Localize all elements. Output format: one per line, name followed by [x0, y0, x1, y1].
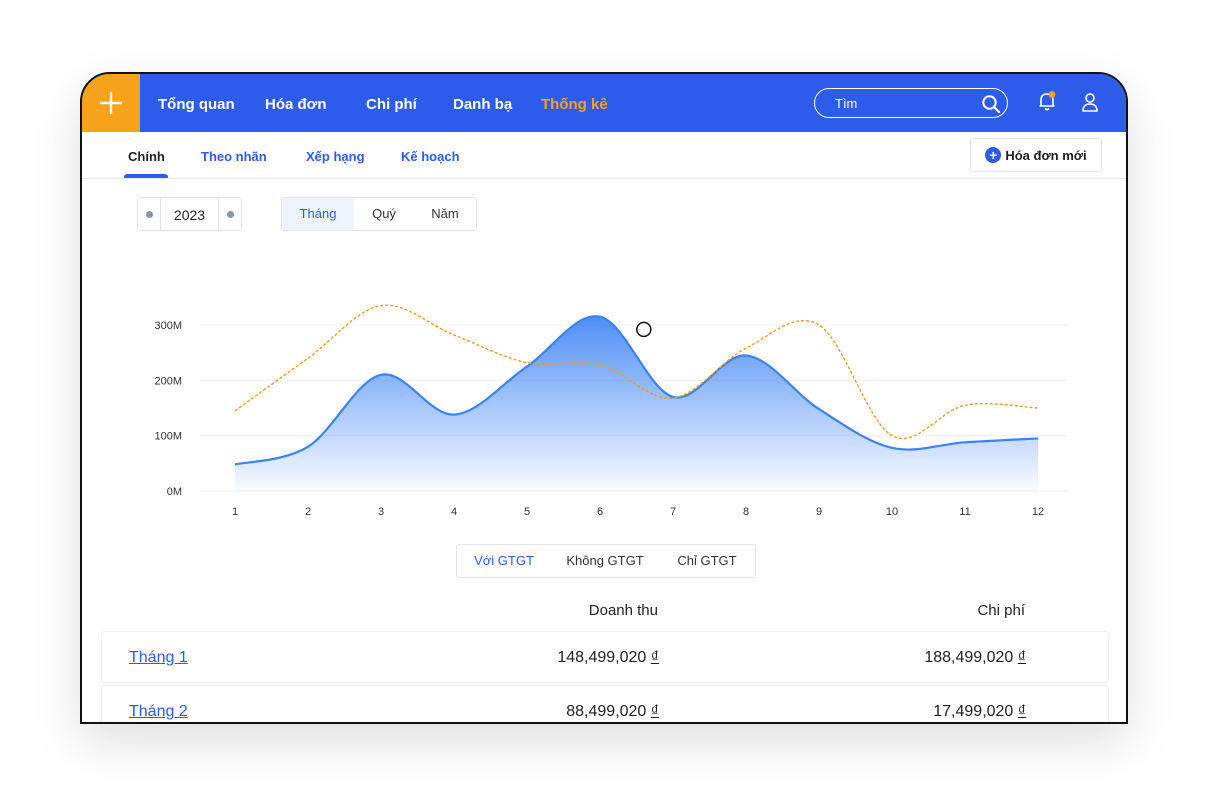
nav-item-contacts[interactable]: Danh bạ [453, 96, 513, 113]
user-icon[interactable] [1080, 91, 1100, 113]
vat-with-button[interactable]: Với GTGT [474, 553, 534, 568]
x-tick-label: 7 [670, 506, 676, 518]
x-tick-label: 12 [1032, 506, 1044, 518]
search-input[interactable] [835, 95, 975, 111]
nav-item-invoices[interactable]: Hóa đơn [265, 96, 327, 113]
x-tick-label: 10 [886, 506, 898, 518]
month-link[interactable]: Tháng 1 [129, 649, 188, 666]
previous-icon [145, 210, 153, 218]
table-row: Tháng 1 148,499,020 ₫ 188,499,020 ₫ [101, 631, 1109, 683]
x-tick-label: 6 [597, 506, 603, 518]
next-year-button[interactable] [218, 198, 241, 230]
plus-icon [99, 91, 123, 115]
x-tick-label: 3 [378, 506, 384, 518]
vat-only-button[interactable]: Chỉ GTGT [677, 553, 737, 568]
table-row: Tháng 2 88,499,020 ₫ 17,499,020 ₫ [101, 685, 1109, 722]
revenue-value: 148,499,020 ₫ [557, 649, 659, 666]
x-tick-label: 5 [524, 506, 530, 518]
highlight-marker [636, 321, 652, 338]
search-icon[interactable] [981, 94, 1001, 114]
tab-ranking[interactable]: Xếp hạng [306, 149, 365, 164]
series-area [235, 316, 1038, 491]
x-tick-label: 4 [451, 506, 457, 518]
period-year-button[interactable]: Năm [431, 206, 459, 221]
sub-nav-bar: Chính Theo nhãn Xếp hạng Kế hoạch + Hóa … [82, 132, 1126, 179]
active-tab-indicator [124, 174, 168, 178]
tab-main[interactable]: Chính [128, 149, 165, 164]
new-invoice-label: Hóa đơn mới [1005, 147, 1087, 163]
nav-item-overview[interactable]: Tổng quan [158, 96, 235, 113]
bell-icon[interactable] [1036, 90, 1058, 112]
period-month-button[interactable]: Tháng [282, 198, 354, 230]
y-tick-label: 300M [154, 320, 182, 332]
series-line [234, 315, 1039, 466]
previous-year-button[interactable] [138, 198, 161, 230]
vat-without-button[interactable]: Không GTGT [566, 553, 644, 568]
y-tick-label: 100M [154, 431, 182, 443]
month-link[interactable]: Tháng 2 [129, 703, 188, 720]
top-nav-bar: Tổng quan Hóa đơn Chi phí Danh bạ Thống … [82, 74, 1126, 132]
cost-value: 17,499,020 ₫ [933, 703, 1026, 720]
period-quarter-button[interactable]: Quý [372, 206, 396, 221]
add-button[interactable] [82, 74, 140, 132]
nav-item-statistics[interactable]: Thống kê [541, 96, 608, 113]
tab-plan[interactable]: Kế hoạch [401, 149, 460, 164]
cost-value: 188,499,020 ₫ [924, 649, 1026, 666]
vat-toggle: Với GTGT Không GTGT Chỉ GTGT [456, 544, 756, 578]
next-icon [226, 210, 234, 218]
x-tick-label: 9 [816, 506, 822, 518]
revenue-column-header: Doanh thu [588, 602, 658, 619]
y-tick-label: 0M [167, 486, 182, 498]
revenue-value: 88,499,020 ₫ [566, 703, 659, 720]
year-selector: 2023 [137, 197, 242, 231]
cost-column-header: Chi phí [977, 602, 1025, 619]
x-tick-label: 11 [959, 506, 970, 518]
new-invoice-button[interactable]: + Hóa đơn mới [970, 138, 1102, 172]
series-line-dashed [234, 304, 1039, 439]
y-tick-label: 200M [154, 375, 182, 387]
x-tick-label: 2 [305, 506, 311, 518]
tab-by-label[interactable]: Theo nhãn [201, 149, 267, 164]
year-value: 2023 [173, 207, 206, 223]
plus-circle-icon: + [985, 147, 1002, 163]
app-window: Tổng quan Hóa đơn Chi phí Danh bạ Thống … [80, 72, 1128, 724]
search-box [814, 88, 1008, 118]
nav-item-expenses[interactable]: Chi phí [366, 96, 417, 113]
x-tick-label: 1 [232, 506, 238, 518]
x-tick-label: 8 [743, 506, 749, 518]
period-toggle: Tháng Quý Năm [281, 197, 477, 231]
